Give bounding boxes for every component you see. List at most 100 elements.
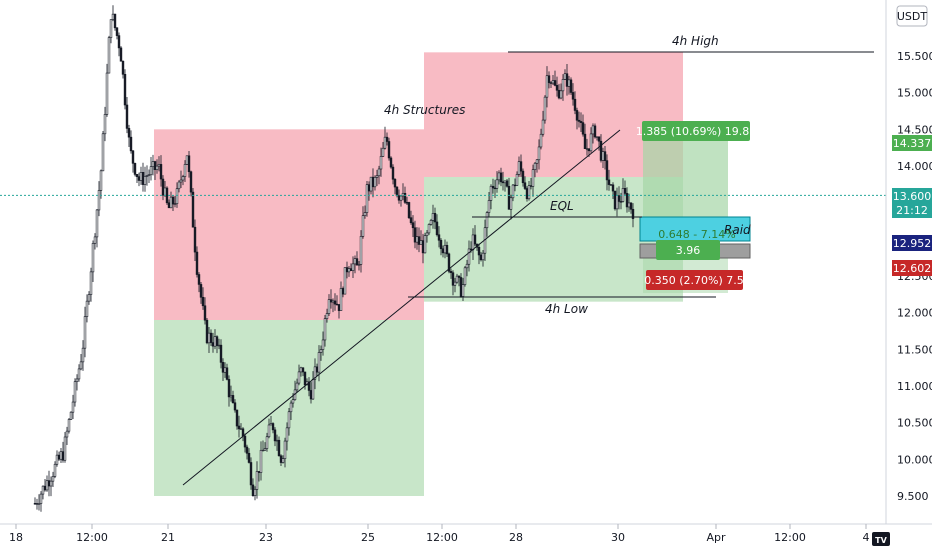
- candle: [253, 486, 257, 501]
- candle-body: [177, 181, 181, 190]
- raid-box[interactable]: [639, 216, 751, 242]
- candle-body: [333, 300, 337, 305]
- candle-body: [207, 332, 211, 344]
- candle: [95, 209, 99, 248]
- candle: [605, 154, 609, 191]
- candle: [165, 186, 169, 205]
- x-tick-label: 30: [611, 531, 625, 544]
- candle: [145, 165, 149, 186]
- structures-label[interactable]: 4h Structures: [384, 103, 465, 117]
- raid-label[interactable]: Raid: [724, 223, 751, 237]
- candle-body: [281, 458, 285, 463]
- candle: [297, 364, 301, 386]
- time-axis[interactable]: 18 12:00 21 23 25 12:00 28 30 Apr 12:00 4: [9, 524, 870, 544]
- eql-label[interactable]: EQL: [550, 199, 574, 213]
- candle: [377, 165, 381, 185]
- candles-layer: [33, 5, 635, 512]
- risk-label: 3.96: [676, 244, 701, 257]
- candle-body: [399, 195, 403, 201]
- candle: [359, 230, 363, 273]
- candle-body: [245, 446, 249, 454]
- candle-body: [587, 148, 591, 152]
- candle-body: [127, 128, 131, 138]
- candle: [139, 166, 143, 185]
- candle-body: [227, 379, 231, 398]
- candle-body: [99, 170, 103, 191]
- candle: [389, 156, 393, 169]
- candle-body: [55, 454, 59, 465]
- candle: [221, 358, 225, 381]
- candle-body: [513, 184, 517, 187]
- candle: [531, 164, 535, 197]
- candle-body: [389, 157, 393, 168]
- candle-body: [571, 92, 575, 100]
- low-label[interactable]: 4h Low: [545, 302, 588, 316]
- candle: [149, 156, 153, 181]
- candle-body: [551, 80, 555, 84]
- candle: [343, 267, 347, 295]
- candle: [57, 451, 61, 461]
- candle-body: [335, 303, 339, 306]
- zone-down-2[interactable]: [424, 52, 683, 178]
- y-tick-label: 11.000: [897, 380, 932, 393]
- candle-body: [601, 151, 605, 161]
- axis-tag-2: [892, 235, 932, 251]
- candle: [123, 69, 127, 110]
- candle-body: [423, 235, 427, 254]
- candle-body: [243, 435, 247, 448]
- candle-body: [119, 47, 123, 62]
- candle-body: [505, 180, 509, 187]
- candle-body: [303, 371, 307, 386]
- candle-body: [297, 371, 301, 384]
- candle-body: [467, 248, 471, 265]
- candle: [247, 448, 251, 464]
- candle-body: [457, 275, 461, 278]
- candle-body: [411, 222, 415, 229]
- y-tick-label: 14.000: [897, 160, 932, 173]
- candle-body: [477, 246, 481, 256]
- candle: [199, 281, 203, 304]
- currency-button[interactable]: [896, 5, 928, 27]
- candle: [47, 470, 51, 497]
- candle-body: [631, 208, 635, 219]
- candle: [387, 137, 391, 161]
- candle: [103, 106, 107, 142]
- candle: [631, 203, 635, 228]
- candle: [233, 399, 237, 413]
- candle: [53, 461, 57, 479]
- candle-body: [341, 288, 345, 295]
- candle: [121, 60, 125, 79]
- price-axis[interactable]: 9.50010.00010.50011.00011.50012.00012.50…: [897, 50, 932, 503]
- candle: [613, 190, 617, 211]
- candle: [373, 175, 377, 191]
- candle: [161, 175, 165, 201]
- zone-down-0[interactable]: [154, 129, 424, 320]
- candle: [141, 162, 145, 192]
- candle-body: [183, 164, 187, 177]
- candle: [255, 461, 259, 499]
- candle: [39, 491, 43, 512]
- candle-body: [605, 160, 609, 181]
- candle-body: [269, 423, 273, 426]
- target-zone[interactable]: [643, 140, 728, 217]
- candle-body: [615, 195, 619, 210]
- candle-body: [199, 284, 203, 298]
- candle-body: [47, 480, 51, 487]
- y-tick-label: 15.500: [897, 50, 932, 63]
- trendline[interactable]: [182, 129, 621, 486]
- candle: [231, 390, 235, 404]
- candle-body: [287, 411, 291, 429]
- candle-body: [349, 268, 353, 271]
- candle-body: [381, 147, 385, 157]
- candle: [219, 339, 223, 369]
- candle: [135, 174, 139, 183]
- high-label[interactable]: 4h High: [672, 34, 719, 48]
- candle-body: [307, 381, 311, 391]
- tradingview-logo[interactable]: [872, 532, 890, 546]
- candle-body: [453, 281, 457, 286]
- candle-body: [69, 411, 73, 420]
- candle-body: [481, 252, 485, 261]
- candle: [73, 378, 77, 407]
- candle: [575, 107, 579, 130]
